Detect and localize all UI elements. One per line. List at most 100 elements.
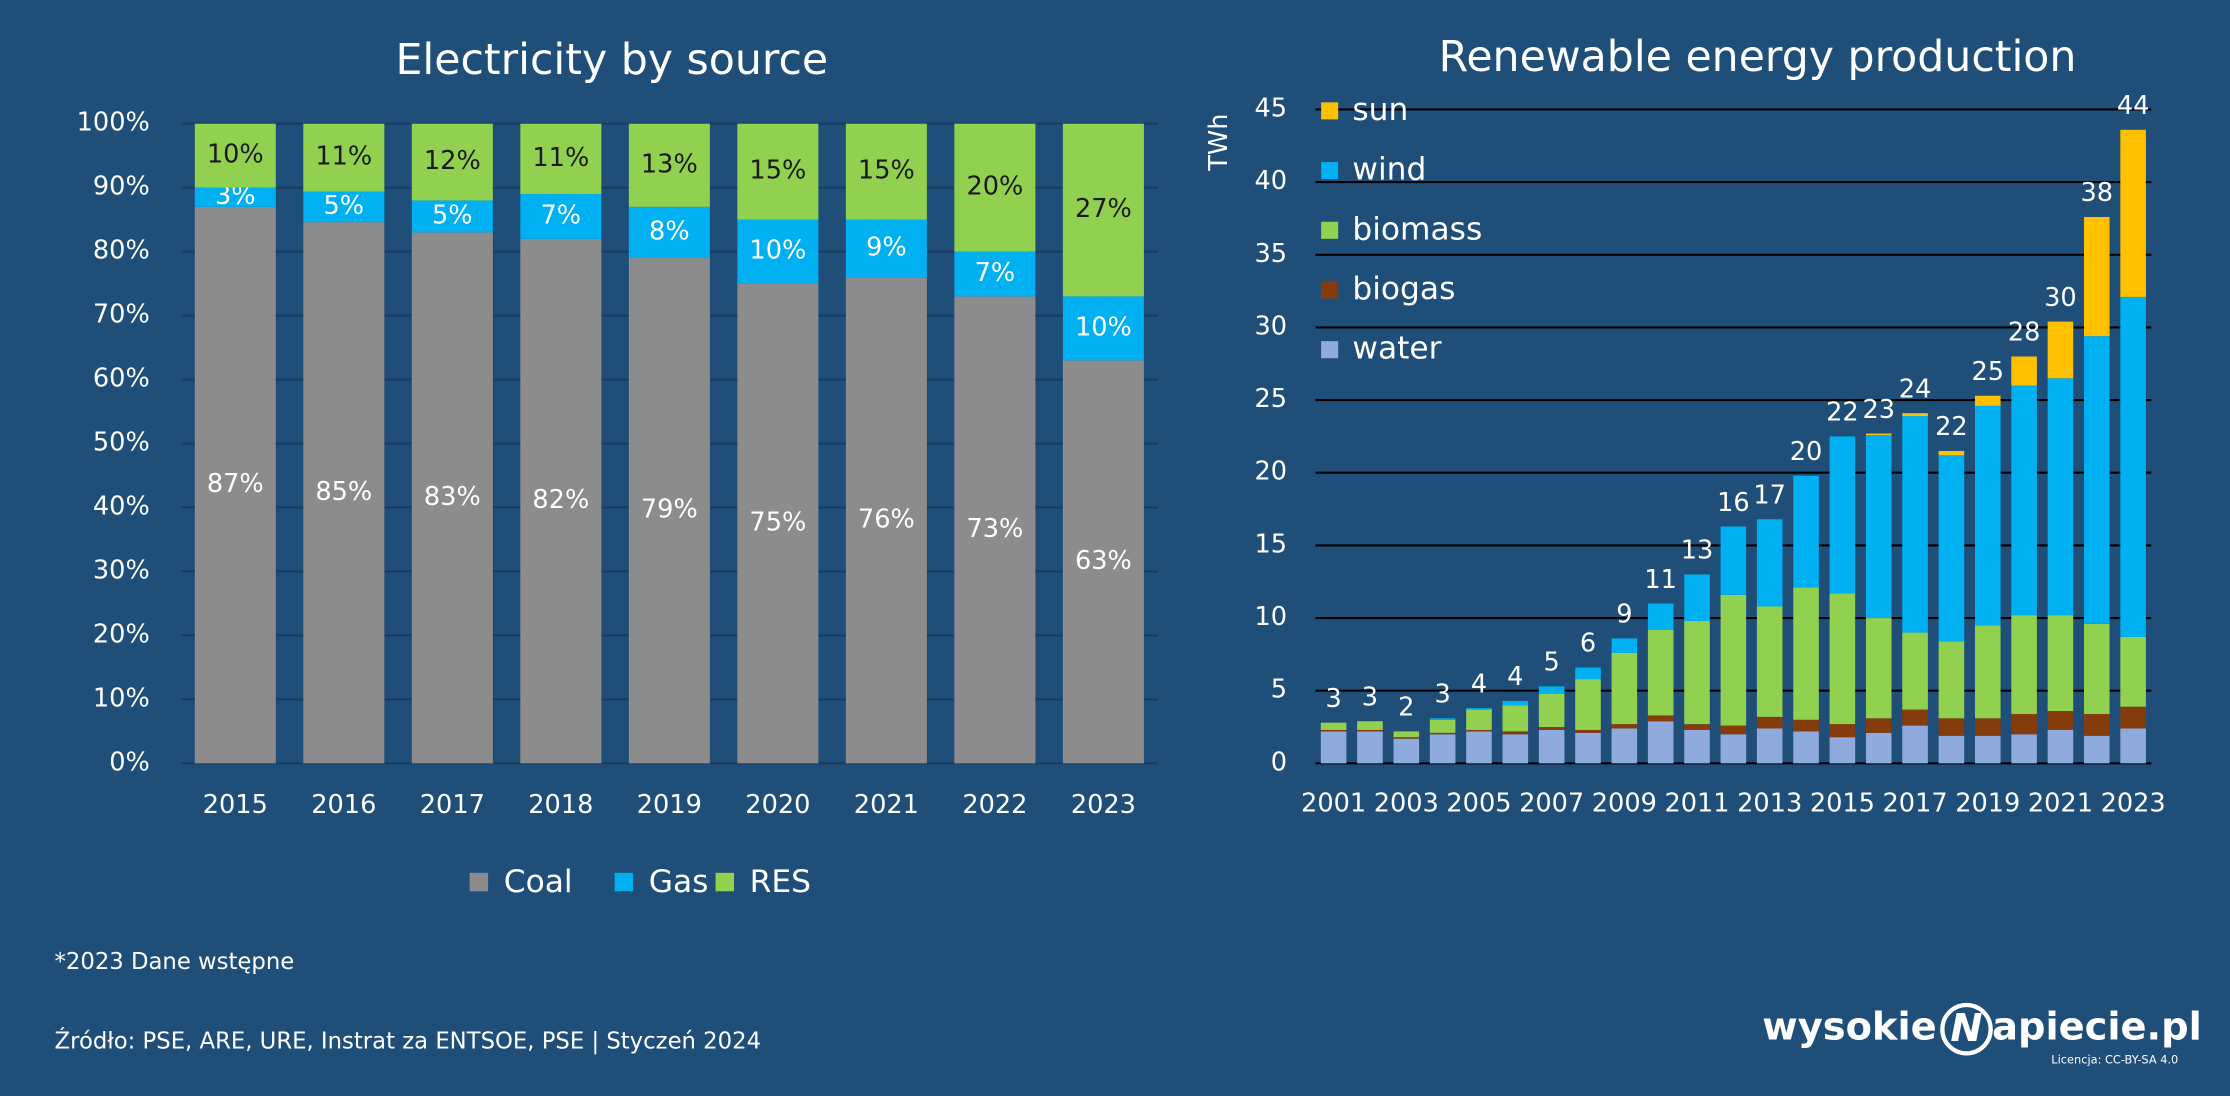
bar-segment: [845, 277, 927, 764]
x-tick-label: 2015: [203, 790, 268, 820]
bar-segment: [1756, 519, 1783, 607]
y-tick-label: 10: [1254, 602, 1287, 632]
y-tick-label: 40%: [93, 491, 150, 521]
bar-segment: [2083, 713, 2110, 736]
legend-swatch: [715, 872, 735, 892]
bar-segment: [1062, 296, 1144, 361]
total-label: 30: [2044, 283, 2077, 313]
bar-segment: [1466, 729, 1492, 732]
bar-segment: [1720, 526, 1747, 595]
y-tick-label: 80%: [93, 236, 150, 266]
y-tick-label: 45: [1254, 93, 1287, 123]
bar-segment: [845, 123, 927, 220]
bar-segment: [954, 123, 1036, 252]
bar-segment: [1611, 724, 1638, 729]
total-label: 25: [1971, 357, 2004, 387]
total-label: 5: [1544, 648, 1560, 678]
y-tick-label: 90%: [93, 172, 150, 202]
bar-segment: [845, 219, 927, 278]
bar-segment: [1466, 708, 1492, 710]
data-label: 9%: [866, 232, 907, 262]
bar-segment: [1829, 724, 1856, 738]
total-label: 44: [2117, 91, 2150, 121]
bar-segment: [1647, 721, 1674, 764]
bar-segment: [2011, 615, 2037, 714]
bar-segment: [1429, 732, 1456, 735]
bar-segment: [194, 187, 276, 207]
bar-segment: [628, 123, 710, 207]
bar-segment: [1829, 593, 1856, 725]
data-label: 82%: [532, 485, 589, 515]
legend-label: RES: [750, 864, 811, 900]
y-tick-label: 25: [1254, 384, 1287, 414]
logo-text: wysokie: [1762, 1005, 1936, 1050]
bar-segment: [1502, 700, 1529, 706]
bar-segment: [1720, 725, 1747, 735]
bar-segment: [1756, 606, 1783, 717]
x-tick-label: 2019: [637, 790, 702, 820]
data-label: 7%: [975, 258, 1016, 288]
x-tick-label: 2018: [528, 790, 593, 820]
bar-segment: [1647, 629, 1674, 716]
bar-segment: [1865, 433, 1892, 435]
bar-segment: [1684, 724, 1710, 730]
bar-segment: [303, 123, 385, 192]
bar-segment: [1720, 734, 1747, 764]
total-label: 23: [1862, 395, 1895, 425]
bar-segment: [1865, 718, 1892, 733]
data-label: 13%: [641, 149, 698, 179]
bar-segment: [954, 296, 1036, 764]
bar-segment: [1756, 716, 1783, 729]
data-label: 5%: [324, 191, 365, 221]
logo-text: apiecie.pl: [1992, 1005, 2202, 1050]
bar-segment: [1538, 686, 1565, 694]
data-label: 10%: [1075, 312, 1132, 342]
legend-label: Coal: [504, 864, 573, 900]
bar-segment: [2011, 356, 2037, 386]
bar-segment: [2011, 713, 2037, 735]
bar-segment: [2047, 729, 2074, 764]
bar-segment: [1357, 731, 1383, 764]
x-tick-label: 2007: [1519, 789, 1584, 819]
bar-segment: [1938, 735, 1965, 764]
bar-segment: [1320, 722, 1347, 730]
x-tick-label: 2013: [1737, 789, 1802, 819]
bar-segment: [954, 251, 1036, 297]
bar-segment: [1320, 731, 1347, 764]
bar-segment: [2011, 385, 2037, 616]
bar-segment: [520, 194, 602, 239]
legend-swatch: [1321, 281, 1339, 299]
bar-segment: [1793, 475, 1819, 588]
bar-segment: [2120, 636, 2146, 707]
data-label: 27%: [1075, 194, 1132, 224]
data-label: 85%: [315, 477, 372, 507]
y-tick-label: 30%: [93, 555, 150, 585]
legend-swatch: [1321, 221, 1339, 239]
bar-segment: [1974, 395, 2001, 406]
bar-segment: [1538, 727, 1565, 730]
total-label: 3: [1434, 680, 1450, 710]
data-label: 10%: [749, 236, 806, 266]
y-tick-label: 30: [1254, 311, 1287, 341]
bar-segment: [1062, 360, 1144, 764]
bar-segment: [1320, 729, 1347, 732]
data-label: 87%: [207, 469, 264, 499]
bar-segment: [1829, 737, 1856, 764]
bar-segment: [1938, 450, 1965, 456]
x-tick-label: 2019: [1955, 789, 2020, 819]
bar-segment: [1938, 641, 1965, 719]
bar-segment: [1829, 436, 1856, 594]
x-tick-label: 2011: [1664, 789, 1729, 819]
y-tick-label: 40: [1254, 166, 1287, 196]
license: Licencja: CC-BY-SA 4.0: [2051, 1052, 2178, 1066]
logo-ring: [1940, 1002, 1993, 1056]
bar-segment: [2120, 296, 2146, 637]
total-label: 6: [1580, 629, 1596, 659]
bar-segment: [2047, 615, 2074, 712]
bar-segment: [2083, 216, 2110, 337]
bar-segment: [1865, 618, 1892, 719]
y-tick-label: 100%: [77, 108, 150, 138]
bar-segment: [1720, 594, 1747, 726]
